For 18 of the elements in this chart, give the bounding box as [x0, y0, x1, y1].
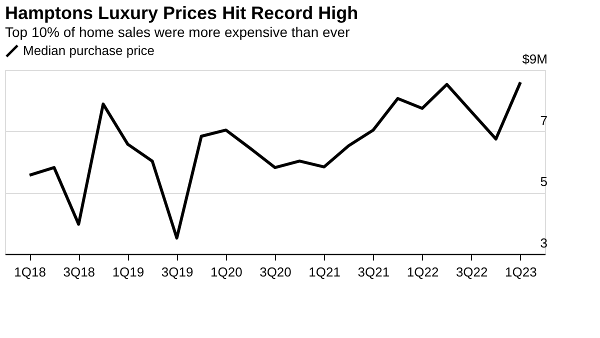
y-tick-label: 7 — [540, 112, 548, 128]
x-tick-label: 1Q21 — [308, 264, 340, 280]
x-tick-label: 1Q18 — [14, 264, 46, 280]
x-tick-label: 3Q21 — [358, 264, 390, 280]
x-tick-label: 3Q20 — [260, 264, 292, 280]
y-tick-label: 3 — [540, 236, 548, 250]
x-tick-label: 3Q19 — [161, 264, 194, 280]
x-tick-label: 1Q22 — [406, 264, 439, 280]
chart-subtitle: Top 10% of home sales were more expensive than ever — [5, 24, 350, 40]
x-tick-label: 1Q20 — [210, 264, 242, 280]
y-tick-label: 5 — [540, 174, 548, 190]
x-tick-label: 3Q22 — [456, 264, 488, 280]
legend-label: Median purchase price — [23, 43, 155, 58]
x-tick-label: 1Q19 — [112, 264, 144, 280]
chart-title: Hamptons Luxury Prices Hit Record High — [5, 3, 358, 23]
y-tick-label: $9M — [522, 52, 548, 66]
x-tick-label: 1Q23 — [505, 264, 537, 280]
x-tick-label: 3Q18 — [63, 264, 96, 280]
